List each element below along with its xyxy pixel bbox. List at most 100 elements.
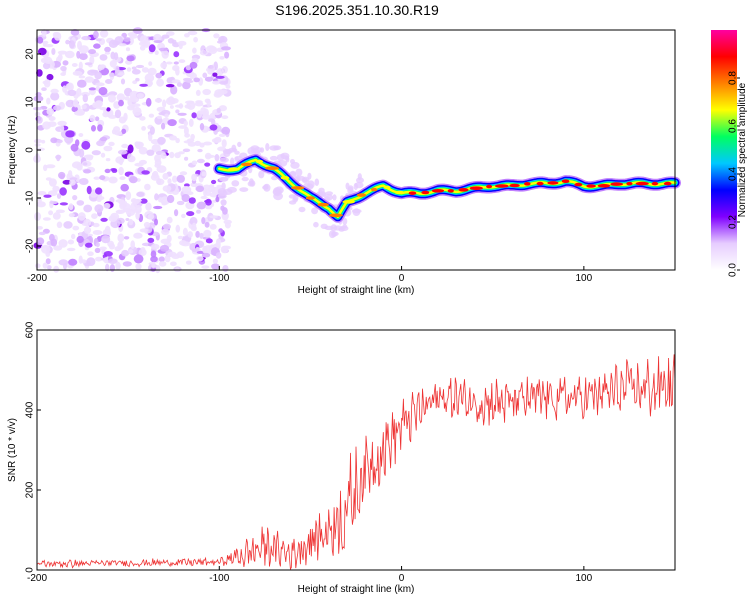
noise-blob <box>136 191 145 197</box>
noise-blob <box>342 217 348 225</box>
colorbar-tick-label: 0.8 <box>728 71 739 85</box>
noise-blob <box>182 81 191 90</box>
ridge-peak <box>469 186 483 190</box>
noise-blob <box>50 92 60 101</box>
noise-blob <box>115 261 121 270</box>
noise-blob <box>123 37 131 42</box>
noise-blob <box>209 223 217 230</box>
noise-blob <box>143 221 151 228</box>
noise-blob <box>179 171 188 176</box>
noise-blob <box>163 223 171 230</box>
noise-blob <box>158 261 167 267</box>
ridge-peak <box>383 185 391 190</box>
noise-blob <box>186 211 195 217</box>
noise-blob <box>115 65 120 75</box>
noise-blob <box>33 138 43 144</box>
noise-blob <box>187 30 198 36</box>
noise-blob <box>190 133 195 141</box>
noise-blob <box>219 56 225 60</box>
noise-blob <box>356 177 364 184</box>
noise-blob <box>105 158 111 162</box>
noise-blob <box>37 47 47 56</box>
noise-blob <box>154 218 158 226</box>
noise-blob <box>84 62 93 66</box>
noise-blob <box>250 145 260 151</box>
noise-blob <box>185 260 192 265</box>
noise-blob <box>147 81 153 86</box>
noise-blob <box>120 183 129 192</box>
ridge-peak <box>240 162 253 167</box>
noise-blob <box>215 240 221 249</box>
noise-blob <box>215 75 225 79</box>
noise-blob <box>36 69 43 77</box>
noise-blob <box>150 255 158 263</box>
noise-blob <box>94 247 101 253</box>
noise-blob <box>55 209 65 214</box>
noise-blob <box>208 186 216 193</box>
noise-blob <box>76 88 82 97</box>
noise-blob <box>125 47 131 52</box>
noise-blob <box>131 69 141 75</box>
noise-blob <box>53 265 60 273</box>
ridge-peak <box>509 183 520 188</box>
noise-blob <box>207 65 214 69</box>
noise-blob <box>104 168 111 174</box>
noise-blob <box>166 234 172 243</box>
noise-blob <box>259 147 265 153</box>
noise-blob <box>177 112 187 116</box>
ridge-peak <box>626 181 633 186</box>
noise-blob <box>273 145 282 151</box>
noise-blob <box>189 72 197 80</box>
noise-blob <box>78 133 84 137</box>
noise-blob <box>46 73 54 81</box>
noise-blob <box>288 194 297 199</box>
noise-blob <box>129 90 139 100</box>
noise-blob <box>57 120 67 126</box>
noise-blob <box>144 73 155 83</box>
noise-blob <box>79 52 88 61</box>
noise-blob <box>77 40 82 50</box>
noise-blob <box>146 149 155 156</box>
noise-blob <box>108 215 118 223</box>
noise-blob <box>144 183 151 191</box>
noise-blob <box>347 186 354 195</box>
noise-blob <box>115 199 125 203</box>
noise-blob <box>167 178 172 185</box>
noise-blob <box>114 130 123 136</box>
noise-blob <box>184 156 189 161</box>
noise-blob <box>36 226 43 230</box>
noise-blob <box>78 148 85 158</box>
ridge-peak <box>342 200 356 204</box>
ridge-peak <box>561 179 570 183</box>
noise-blob <box>202 88 211 96</box>
noise-blob <box>43 79 51 88</box>
noise-blob <box>174 104 184 108</box>
noise-blob <box>116 209 123 214</box>
noise-blob <box>81 140 91 150</box>
noise-blob <box>174 209 179 217</box>
noise-blob <box>263 183 271 192</box>
noise-blob <box>208 46 218 54</box>
noise-blob <box>223 188 233 195</box>
noise-blob <box>195 89 201 96</box>
noise-blob <box>200 195 208 200</box>
noise-blob <box>169 151 175 159</box>
noise-blob <box>83 218 92 227</box>
noise-blob <box>148 61 153 66</box>
noise-blob <box>175 68 180 76</box>
noise-blob <box>162 173 169 180</box>
noise-blob <box>141 67 149 73</box>
noise-blob <box>219 157 229 163</box>
noise-blob <box>103 145 113 152</box>
noise-blob <box>273 187 281 196</box>
noise-blob <box>91 150 101 156</box>
noise-blob <box>161 50 169 59</box>
noise-blob <box>105 263 110 272</box>
noise-blob <box>196 201 207 210</box>
noise-blob <box>117 241 124 250</box>
noise-blob <box>63 221 73 229</box>
noise-blob <box>53 105 62 111</box>
noise-blob <box>48 116 56 121</box>
noise-blob <box>205 205 213 210</box>
noise-blob <box>342 224 348 229</box>
